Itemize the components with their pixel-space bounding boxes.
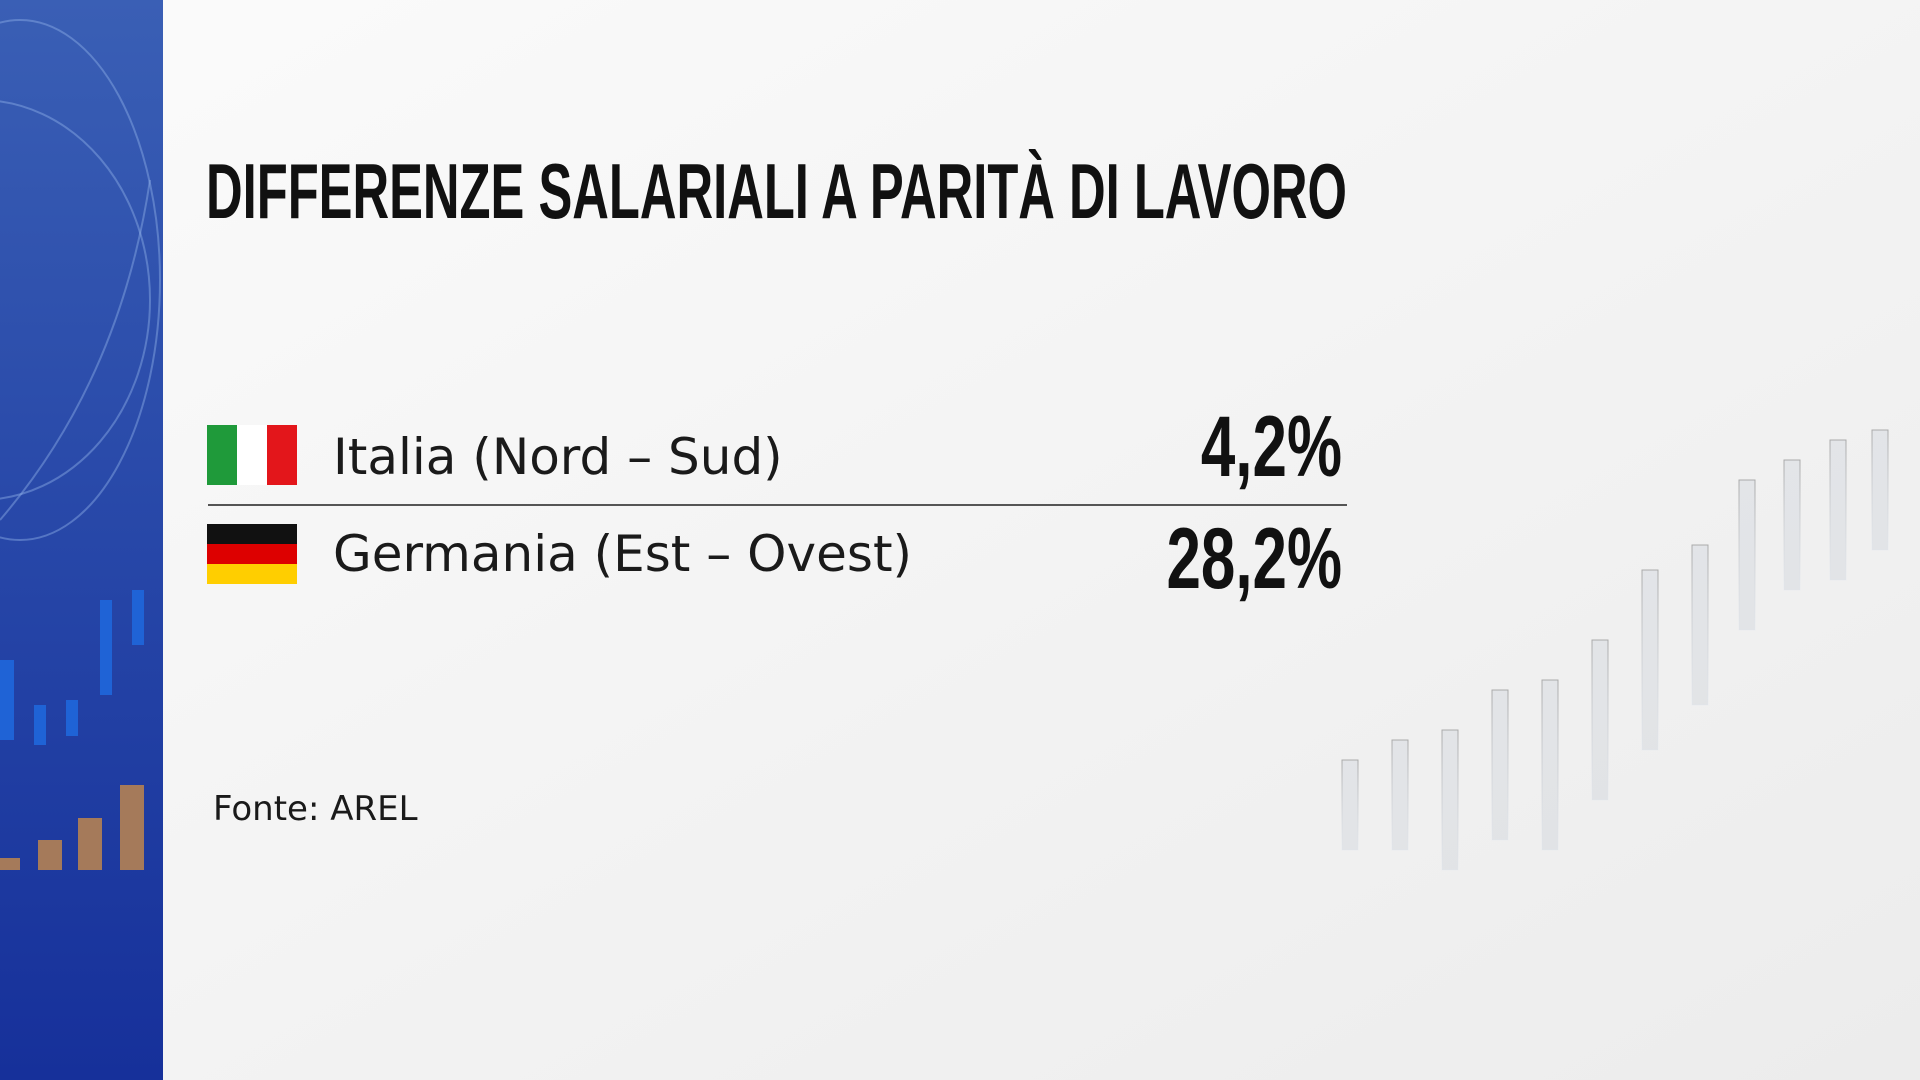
flag-italy bbox=[207, 425, 297, 485]
row-value: 28,2% bbox=[1166, 510, 1342, 606]
decor-candles bbox=[1341, 175, 1889, 1000]
flag-germany bbox=[207, 524, 297, 584]
title: DIFFERENZE SALARIALI A PARITÀ DI LAVORO bbox=[206, 147, 1347, 235]
row-label: Germania (Est – Ovest) bbox=[333, 525, 912, 583]
side-panel bbox=[0, 0, 163, 1080]
panel-decor bbox=[0, 19, 161, 541]
source: Fonte: AREL bbox=[213, 789, 418, 829]
row-label: Italia (Nord – Sud) bbox=[333, 428, 783, 486]
row-value: 4,2% bbox=[1201, 398, 1342, 494]
panel-bars bbox=[0, 590, 144, 870]
